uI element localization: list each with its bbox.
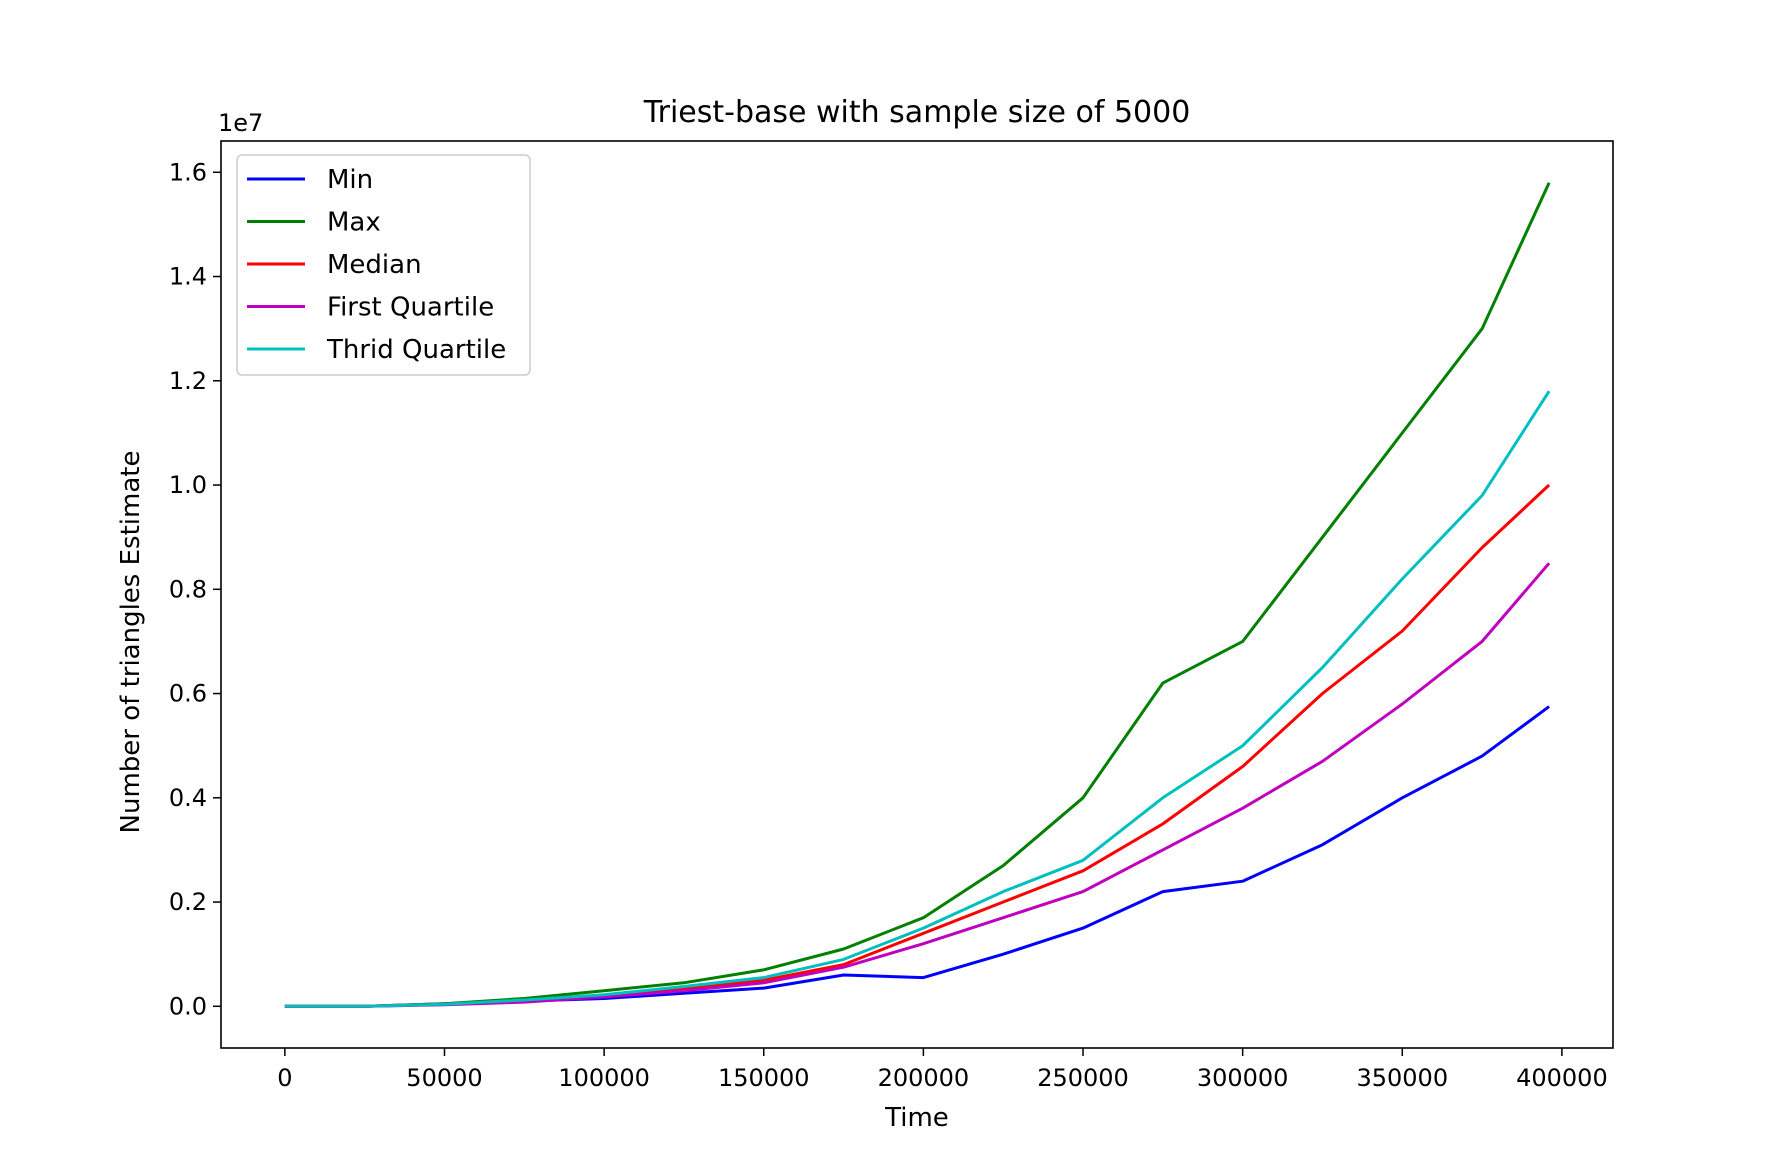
chart-title: Triest-base with sample size of 5000 (643, 95, 1191, 130)
y-tick-label: 0.0 (169, 992, 207, 1020)
axes-frame (220, 140, 1614, 1049)
y-tick-label: 1.2 (169, 367, 207, 395)
x-tick-label: 200000 (878, 1064, 970, 1092)
x-tick-label: 400000 (1516, 1064, 1608, 1092)
legend-label: First Quartile (327, 293, 494, 323)
x-tick-label: 150000 (718, 1064, 810, 1092)
x-tick-label: 50000 (406, 1064, 482, 1092)
legend-label: Max (327, 208, 381, 238)
legend: Min Max Median First Quartile Thrid Quartile (236, 154, 531, 376)
plot-area (284, 182, 1551, 1008)
y-tick-label: 1.0 (169, 471, 207, 499)
y-tick-label: 0.6 (169, 680, 207, 708)
legend-label: Min (327, 165, 373, 195)
y-axis: 0.0 0.2 0.4 0.6 0.8 1.0 1.2 1.4 1.6 (169, 158, 221, 1020)
series-line-thrid-quartile (284, 390, 1551, 1008)
legend-label: Thrid Quartile (326, 335, 506, 365)
x-axis-label: Time (884, 1103, 949, 1133)
x-tick-label: 350000 (1356, 1064, 1448, 1092)
y-tick-label: 1.6 (169, 158, 207, 186)
x-axis: 0 50000 100000 150000 200000 250000 300000 3500… (277, 1048, 1608, 1092)
legend-box (236, 154, 531, 376)
legend-label: Median (327, 250, 422, 280)
y-tick-label: 0.8 (169, 575, 207, 603)
x-tick-label: 0 (277, 1064, 292, 1092)
y-axis-label: Number of triangles Estimate (116, 451, 146, 834)
x-tick-label: 250000 (1037, 1064, 1129, 1092)
y-offset-label: 1e7 (218, 109, 263, 137)
x-tick-label: 300000 (1197, 1064, 1289, 1092)
y-tick-label: 0.2 (169, 888, 207, 916)
series-line-first-quartile (284, 562, 1551, 1008)
y-tick-label: 1.4 (169, 263, 207, 291)
y-tick-label: 0.4 (169, 784, 207, 812)
x-tick-label: 100000 (558, 1064, 650, 1092)
